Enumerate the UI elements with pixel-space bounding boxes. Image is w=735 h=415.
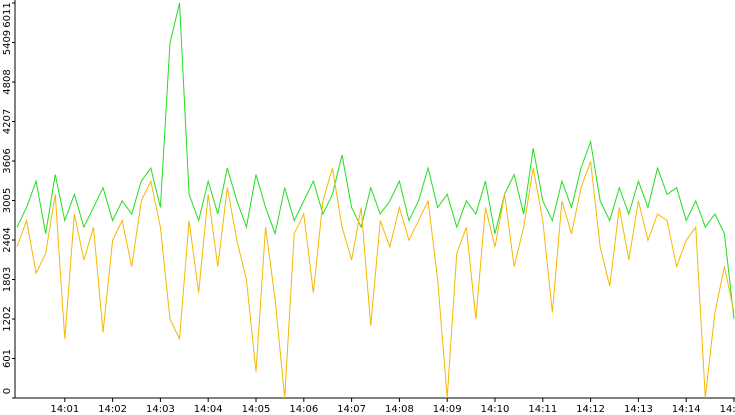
series-line xyxy=(16,2,735,320)
x-tick-label: 14:01 xyxy=(50,404,79,415)
x-tick-label: 14:13 xyxy=(624,404,653,415)
y-tick-label: 4207 xyxy=(2,109,13,134)
x-tick-label: 14:14 xyxy=(672,404,701,415)
x-tick-label: 14:02 xyxy=(98,404,127,415)
x-tick-label: 14:06 xyxy=(289,404,318,415)
y-tick-label: 1803 xyxy=(2,267,13,292)
y-tick-label: 1202 xyxy=(2,306,13,331)
x-tick-label: 14:11 xyxy=(528,404,557,415)
x-tick-label: 14:03 xyxy=(146,404,175,415)
y-tick-label: 0 xyxy=(2,388,13,394)
y-tick-label: 3005 xyxy=(2,188,13,213)
y-tick-label: 6011 xyxy=(2,2,13,27)
y-tick-label: 601 xyxy=(2,349,13,368)
y-tick-label: 5409 xyxy=(2,30,13,55)
x-tick-label: 14:12 xyxy=(576,404,605,415)
x-tick-label: 14:09 xyxy=(433,404,462,415)
y-tick-label: 2404 xyxy=(2,227,13,252)
y-tick-label: 3606 xyxy=(2,148,13,173)
x-tick-label: 14:04 xyxy=(194,404,223,415)
x-tick-label: 14:15 xyxy=(720,404,735,415)
x-tick-label: 14:07 xyxy=(337,404,366,415)
x-tick-label: 14:10 xyxy=(481,404,510,415)
y-tick-label: 4808 xyxy=(2,69,13,94)
x-tick-label: 14:05 xyxy=(242,404,271,415)
x-tick-label: 14:08 xyxy=(385,404,414,415)
series-line xyxy=(16,161,735,399)
